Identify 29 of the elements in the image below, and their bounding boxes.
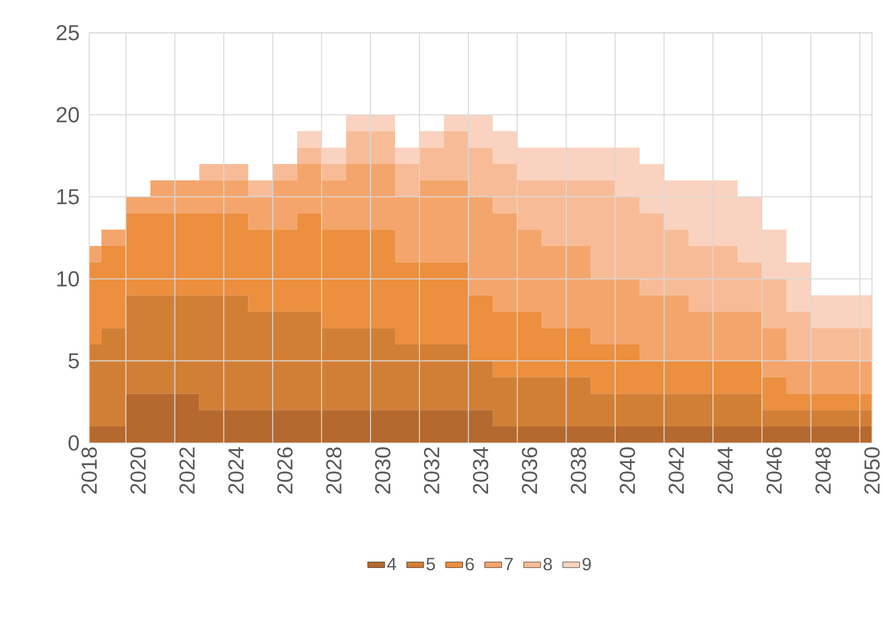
x-tick-label: 2040 bbox=[620, 447, 636, 494]
legend-label: 7 bbox=[504, 558, 513, 570]
y-tick-label: 0 bbox=[68, 435, 79, 451]
x-tick-label: 2042 bbox=[668, 447, 684, 494]
x-tick-label: 2026 bbox=[277, 447, 293, 494]
legend-label: 6 bbox=[466, 558, 474, 570]
x-tick-label: 2028 bbox=[326, 447, 342, 494]
y-tick-label: 15 bbox=[57, 189, 79, 204]
legend-label: 8 bbox=[544, 558, 552, 570]
y-tick-label: 5 bbox=[68, 353, 79, 368]
x-tick-label: 2038 bbox=[570, 447, 586, 494]
legend-label: 5 bbox=[426, 558, 435, 570]
x-tick-label: 2024 bbox=[228, 446, 244, 494]
x-tick-label: 2032 bbox=[424, 447, 440, 494]
x-tick-label: 2034 bbox=[472, 446, 488, 494]
x-tick-label: 2044 bbox=[718, 446, 733, 494]
x-tick-label: 2046 bbox=[766, 447, 782, 494]
legend-label: 9 bbox=[582, 558, 591, 570]
legend-label: 4 bbox=[387, 558, 396, 570]
x-tick-label: 2048 bbox=[815, 447, 831, 494]
y-tick-label: 20 bbox=[56, 106, 79, 122]
x-tick-label: 2020 bbox=[130, 447, 146, 494]
x-tick-label: 2050 bbox=[864, 447, 880, 494]
x-tick-label: 2030 bbox=[375, 447, 390, 494]
x-tick-label: 2036 bbox=[522, 447, 538, 494]
x-tick-label: 2022 bbox=[179, 447, 195, 494]
y-tick-label: 25 bbox=[56, 24, 79, 40]
y-tick-label: 10 bbox=[57, 271, 79, 286]
x-tick-label: 2018 bbox=[81, 447, 97, 494]
